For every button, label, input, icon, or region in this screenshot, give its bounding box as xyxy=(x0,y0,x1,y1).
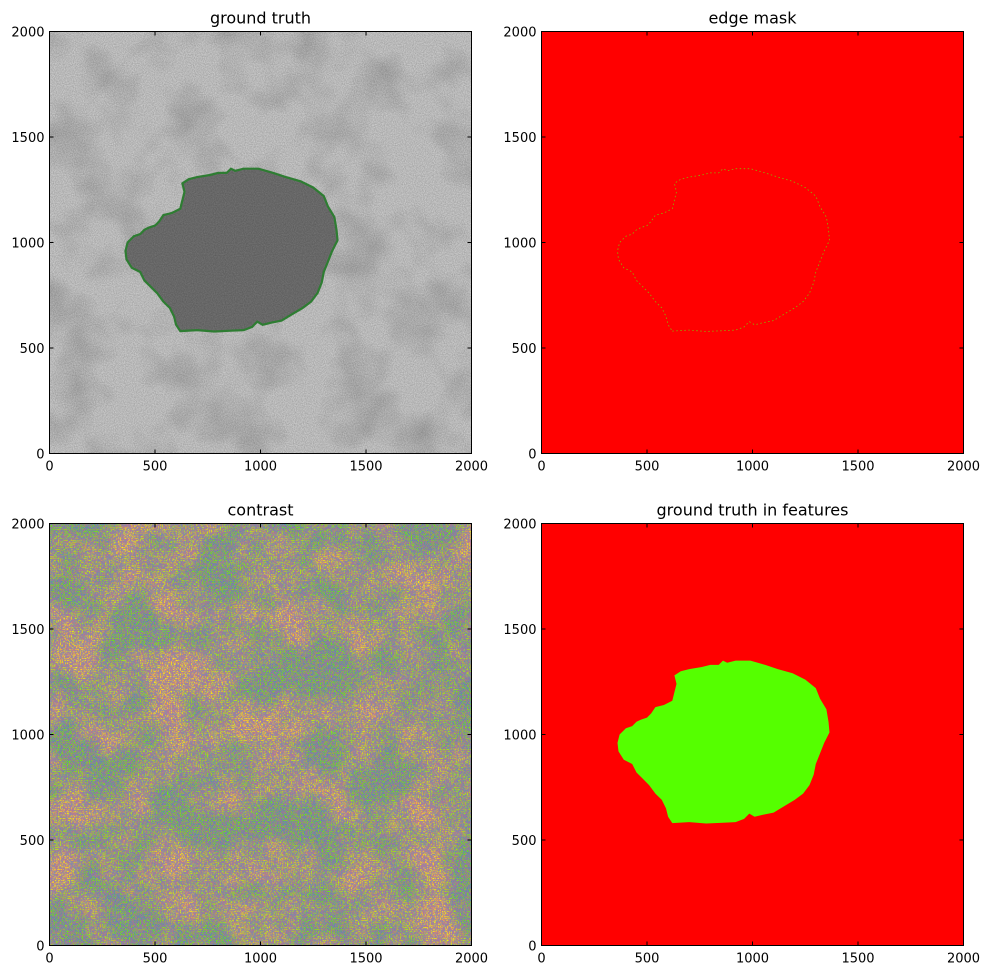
image-area xyxy=(49,523,472,946)
y-tick-label: 500 xyxy=(20,834,45,849)
y-tick-label: 2000 xyxy=(503,518,536,533)
y-tick-label: 0 xyxy=(528,940,536,955)
y-tick-label: 0 xyxy=(36,940,44,955)
x-tick-label: 1500 xyxy=(841,460,874,475)
x-tick-label: 2000 xyxy=(947,952,980,967)
panel-title: ground truth in features xyxy=(657,501,849,520)
image-area xyxy=(541,31,964,454)
x-tick-label: 500 xyxy=(143,952,168,967)
y-tick-label: 1000 xyxy=(503,729,536,744)
panel-3: contrast 0 500 1000 1500 2000 0 500 1000 1500 2000 xyxy=(11,501,488,967)
ground-truth-region xyxy=(617,660,830,824)
x-tick-label: 1500 xyxy=(349,460,382,475)
y-tick-label: 1000 xyxy=(11,237,44,252)
y-tick-label: 1500 xyxy=(11,623,44,638)
panel-title: ground truth xyxy=(210,9,311,28)
y-tick-label: 2000 xyxy=(11,26,44,41)
x-tick-label: 500 xyxy=(635,460,660,475)
y-tick-label: 1500 xyxy=(11,131,44,146)
y-tick-label: 0 xyxy=(528,448,536,463)
x-tick-label: 500 xyxy=(635,952,660,967)
image-area xyxy=(49,31,472,454)
panel-title: edge mask xyxy=(708,9,797,28)
y-tick-label: 1500 xyxy=(503,623,536,638)
y-tick-label: 1000 xyxy=(11,729,44,744)
x-tick-label: 0 xyxy=(537,952,545,967)
panel-title: contrast xyxy=(228,501,294,520)
image-area xyxy=(541,523,964,946)
x-tick-label: 500 xyxy=(143,460,168,475)
x-tick-label: 1500 xyxy=(841,952,874,967)
y-tick-label: 500 xyxy=(512,834,537,849)
y-tick-label: 2000 xyxy=(11,518,44,533)
x-tick-label: 2000 xyxy=(455,460,488,475)
y-tick-label: 1000 xyxy=(503,237,536,252)
x-tick-label: 1000 xyxy=(736,460,769,475)
x-tick-label: 2000 xyxy=(947,460,980,475)
x-tick-label: 1500 xyxy=(349,952,382,967)
panel-2: edge mask 0 500 1000 1500 2000 0 500 1000 1500 200… xyxy=(503,9,980,475)
x-tick-label: 0 xyxy=(537,460,545,475)
x-tick-label: 2000 xyxy=(455,952,488,967)
x-tick-label: 1000 xyxy=(244,952,277,967)
panel-1: ground truth 0 500 1000 1500 2000 0 500 1000 1500… xyxy=(11,9,488,475)
panel-4: ground truth in features 0 500 1000 1500 2000… xyxy=(503,501,980,967)
y-tick-label: 1500 xyxy=(503,131,536,146)
y-tick-label: 2000 xyxy=(503,26,536,41)
x-tick-label: 0 xyxy=(45,460,53,475)
x-tick-label: 1000 xyxy=(736,952,769,967)
ground-truth-contour xyxy=(124,167,339,333)
x-tick-label: 0 xyxy=(45,952,53,967)
y-tick-label: 500 xyxy=(512,342,537,357)
y-tick-label: 0 xyxy=(36,448,44,463)
y-tick-label: 500 xyxy=(20,342,45,357)
x-tick-label: 1000 xyxy=(244,460,277,475)
